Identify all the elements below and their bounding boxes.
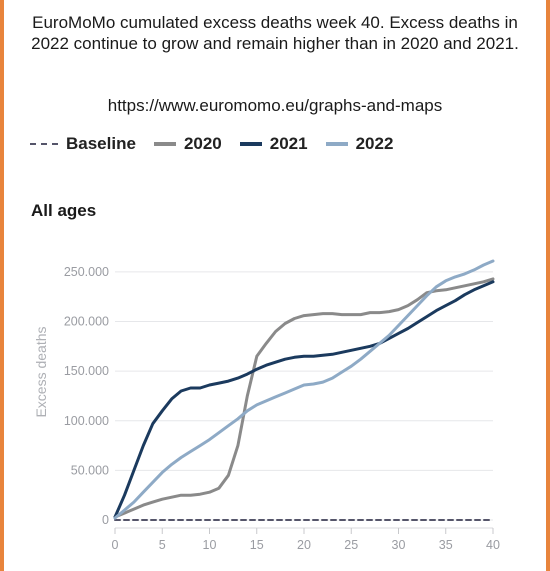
y-tick-label: 250.000 [64,265,109,279]
y-tick-label: 100.000 [64,414,109,428]
y-tick-label: 200.000 [64,315,109,329]
legend-label-2022: 2022 [355,134,394,153]
chart-title: All ages [31,201,97,220]
x-tick-label: 10 [203,538,217,552]
y-tick-label: 50.000 [71,463,109,477]
legend-swatch-2022 [325,142,348,146]
series-line-2022 [113,259,495,520]
source-link[interactable]: https://www.euromomo.eu/graphs-and-maps [107,96,443,115]
x-tick-label: 25 [344,538,358,552]
legend-label-2020: 2020 [183,134,222,153]
x-tick-label: 40 [486,538,500,552]
y-tick-label: 150.000 [64,364,109,378]
chart-plot: 0 50.000 100.000 150.000 200.000 250.000 0 5 10 1… [33,259,500,552]
legend-swatch-2020 [153,142,176,146]
y-axis-label: Excess deaths [33,326,49,417]
x-tick-label: 20 [297,538,311,552]
x-tick-label: 30 [392,538,406,552]
series-layer [113,259,495,521]
legend-label-baseline: Baseline [66,134,136,153]
legend-item-2022: 2022 [325,134,394,154]
x-tick-label: 35 [439,538,453,552]
legend-item-baseline: Baseline [30,134,136,154]
x-tick-label: 5 [159,538,166,552]
axis-layer: 0 50.000 100.000 150.000 200.000 250.000 0 5 10 1… [64,265,500,552]
chart-legend: Baseline 2020 2021 2022 [30,132,411,156]
legend-item-2020: 2020 [153,134,222,154]
series-line-2021 [113,280,495,519]
post-caption: EuroMoMo cumulated excess deaths week 40… [31,13,519,53]
y-tick-label: 0 [102,513,109,527]
legend-swatch-2021 [239,142,262,146]
legend-label-2021: 2021 [269,134,308,153]
x-tick-label: 15 [250,538,264,552]
x-tick-label: 0 [112,538,119,552]
legend-item-2021: 2021 [239,134,308,154]
legend-swatch-baseline [30,143,58,145]
